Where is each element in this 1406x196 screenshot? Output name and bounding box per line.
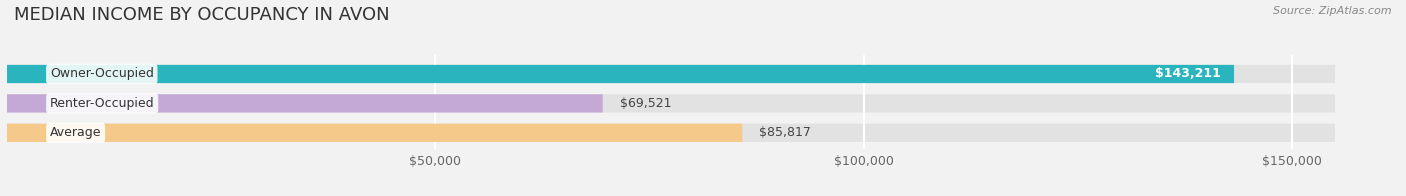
FancyBboxPatch shape bbox=[7, 94, 603, 113]
FancyBboxPatch shape bbox=[7, 65, 1336, 83]
Text: Owner-Occupied: Owner-Occupied bbox=[49, 67, 153, 81]
Text: $85,817: $85,817 bbox=[759, 126, 811, 139]
Text: $69,521: $69,521 bbox=[620, 97, 671, 110]
Text: MEDIAN INCOME BY OCCUPANCY IN AVON: MEDIAN INCOME BY OCCUPANCY IN AVON bbox=[14, 6, 389, 24]
Text: Average: Average bbox=[49, 126, 101, 139]
Text: $143,211: $143,211 bbox=[1156, 67, 1222, 81]
FancyBboxPatch shape bbox=[7, 124, 1336, 142]
FancyBboxPatch shape bbox=[7, 65, 1234, 83]
FancyBboxPatch shape bbox=[7, 94, 1336, 113]
FancyBboxPatch shape bbox=[7, 124, 742, 142]
Text: Renter-Occupied: Renter-Occupied bbox=[49, 97, 155, 110]
Text: Source: ZipAtlas.com: Source: ZipAtlas.com bbox=[1274, 6, 1392, 16]
